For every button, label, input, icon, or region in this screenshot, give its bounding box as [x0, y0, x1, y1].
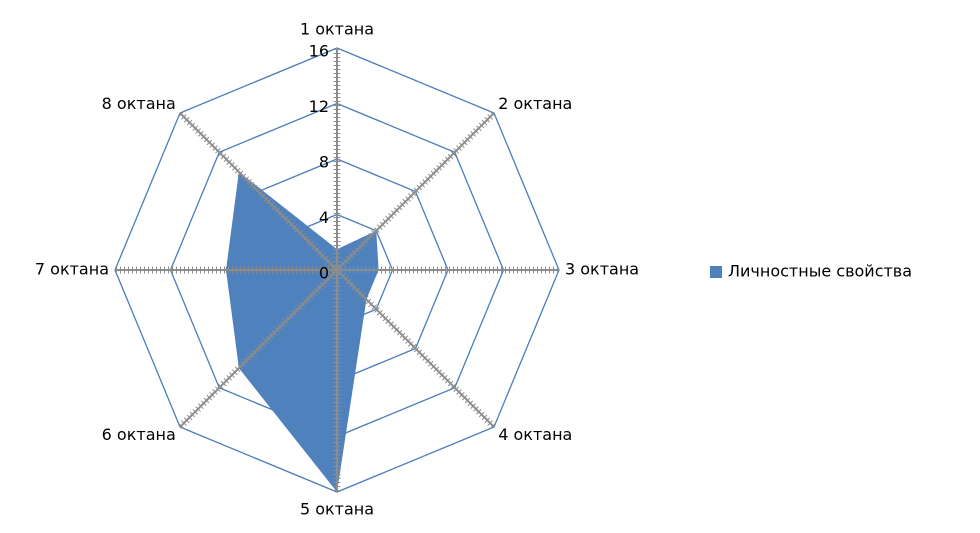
- legend-swatch: [710, 266, 722, 278]
- category-label: 5 октана: [300, 500, 374, 519]
- category-label: 6 октана: [102, 425, 176, 444]
- y-tick-label: 0: [319, 264, 329, 283]
- category-label: 3 октана: [565, 260, 639, 279]
- y-tick-label: 4: [319, 208, 329, 227]
- category-label: 8 октана: [102, 94, 176, 113]
- axis-minor-ticks: [177, 110, 340, 273]
- y-tick-label: 16: [309, 42, 329, 61]
- axis-minor-ticks: [334, 267, 497, 430]
- category-label: 2 октана: [498, 94, 572, 113]
- category-label: 7 октана: [35, 260, 109, 279]
- radar-area: [226, 171, 379, 493]
- category-label: 4 октана: [498, 425, 572, 444]
- axis-minor-ticks: [177, 267, 340, 430]
- y-tick-label: 8: [319, 153, 329, 172]
- category-label: 1 октана: [300, 20, 374, 39]
- legend-label: Личностные свойства: [728, 262, 912, 281]
- y-tick-label: 12: [309, 97, 329, 116]
- axis-minor-ticks: [334, 110, 497, 273]
